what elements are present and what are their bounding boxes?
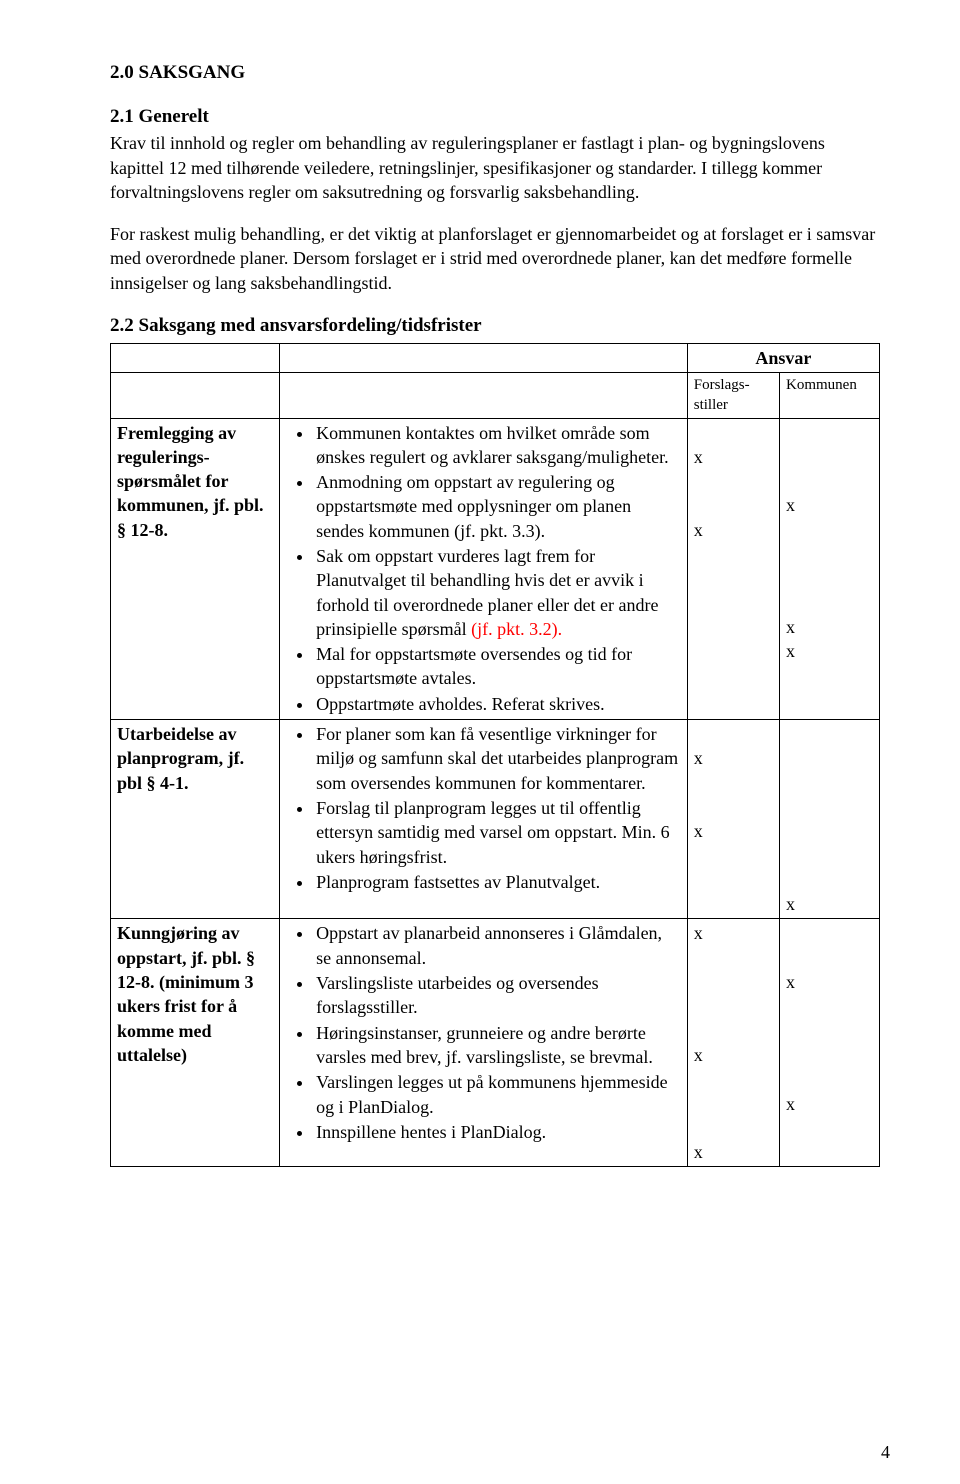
kommunen-marks: x x [780, 919, 880, 1167]
forslagsstiller-marks: x x [687, 720, 779, 919]
sub-section-1-title: 2.1 Generelt [110, 104, 880, 130]
table-row: Fremlegging av regulerings-spørsmålet fo… [111, 418, 880, 720]
ansvar-header: Ansvar [687, 343, 879, 372]
table-row: Utarbeidelse av planprogram, jf. pbl § 4… [111, 720, 880, 919]
list-item: Anmodning om oppstart av regulering og o… [314, 470, 681, 543]
list-item: Høringsinstanser, grunneiere og andre be… [314, 1021, 681, 1070]
paragraph-2: For raskest mulig behandling, er det vik… [110, 222, 880, 295]
list-item: For planer som kan få vesentlige virknin… [314, 722, 681, 795]
list-item: Kommunen kontaktes om hvilket område som… [314, 421, 681, 470]
saksgang-table: Ansvar Forslags-stiller Kommunen Fremleg… [110, 343, 880, 1168]
column-kommunen: Kommunen [780, 373, 880, 419]
list-item: Sak om oppstart vurderes lagt frem for P… [314, 544, 681, 641]
table-row: Kunngjøring av oppstart, jf. pbl. § 12-8… [111, 919, 880, 1167]
header-blank-2 [280, 343, 688, 372]
row-bullets: Oppstart av planarbeid annonseres i Glåm… [280, 919, 688, 1167]
list-item: Varslingen legges ut på kommunens hjemme… [314, 1070, 681, 1119]
header-blank-4 [280, 373, 688, 419]
row-label: Utarbeidelse av planprogram, jf. pbl § 4… [111, 720, 280, 919]
column-forslagsstiller: Forslags-stiller [687, 373, 779, 419]
forslagsstiller-marks: x x x [687, 919, 779, 1167]
list-item: Oppstart av planarbeid annonseres i Glåm… [314, 921, 681, 970]
row-label: Kunngjøring av oppstart, jf. pbl. § 12-8… [111, 919, 280, 1167]
list-item: Planprogram fastsettes av Planutvalget. [314, 870, 681, 894]
page-number: 4 [881, 1440, 890, 1464]
row-label: Fremlegging av regulerings-spørsmålet fo… [111, 418, 280, 720]
header-blank-3 [111, 373, 280, 419]
red-text: (jf. pkt. 3.2). [471, 619, 562, 639]
list-item: Mal for oppstartsmøte oversendes og tid … [314, 642, 681, 691]
sub-section-2-title: 2.2 Saksgang med ansvarsfordeling/tidsfr… [110, 313, 880, 339]
table-header-row-2: Forslags-stiller Kommunen [111, 373, 880, 419]
paragraph-1: Krav til innhold og regler om behandling… [110, 131, 880, 204]
row-bullets: For planer som kan få vesentlige virknin… [280, 720, 688, 919]
row-bullets: Kommunen kontaktes om hvilket område som… [280, 418, 688, 720]
list-item: Innspillene hentes i PlanDialog. [314, 1120, 681, 1144]
list-item: Forslag til planprogram legges ut til of… [314, 796, 681, 869]
kommunen-marks: x xx [780, 418, 880, 720]
forslagsstiller-marks: x x [687, 418, 779, 720]
page-title: 2.0 SAKSGANG [110, 60, 880, 86]
list-item: Varslingsliste utarbeides og oversendes … [314, 971, 681, 1020]
header-blank-1 [111, 343, 280, 372]
list-item: Oppstartmøte avholdes. Referat skrives. [314, 692, 681, 716]
kommunen-marks: x [780, 720, 880, 919]
table-header-row-1: Ansvar [111, 343, 880, 372]
